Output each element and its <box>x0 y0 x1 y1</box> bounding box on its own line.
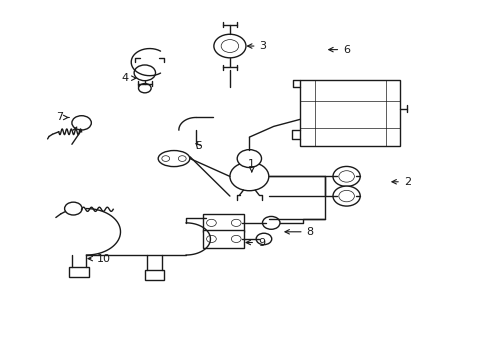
Text: 10: 10 <box>88 253 110 264</box>
Text: 9: 9 <box>245 238 264 248</box>
Circle shape <box>231 235 241 243</box>
Text: 5: 5 <box>194 141 202 151</box>
Circle shape <box>256 233 271 245</box>
Circle shape <box>206 235 216 243</box>
Circle shape <box>338 190 354 202</box>
Circle shape <box>64 202 82 215</box>
Text: 4: 4 <box>122 73 136 83</box>
FancyBboxPatch shape <box>300 80 399 146</box>
Circle shape <box>72 116 91 130</box>
Bar <box>69 267 89 277</box>
Circle shape <box>237 150 261 167</box>
Circle shape <box>213 34 245 58</box>
Text: 1: 1 <box>248 159 255 172</box>
Bar <box>144 270 164 280</box>
Ellipse shape <box>158 150 189 167</box>
Text: 3: 3 <box>247 41 266 51</box>
Text: 7: 7 <box>56 112 69 122</box>
Circle shape <box>178 156 186 161</box>
Circle shape <box>221 40 238 53</box>
Text: 2: 2 <box>391 177 410 187</box>
Text: 8: 8 <box>285 227 313 237</box>
Text: 6: 6 <box>328 45 349 55</box>
Circle shape <box>231 219 241 226</box>
Circle shape <box>332 186 360 206</box>
Circle shape <box>262 216 280 229</box>
Circle shape <box>338 171 354 182</box>
FancyBboxPatch shape <box>203 230 244 248</box>
Circle shape <box>138 84 151 93</box>
FancyBboxPatch shape <box>203 214 244 232</box>
Circle shape <box>134 65 155 81</box>
Circle shape <box>162 156 169 161</box>
Circle shape <box>332 166 360 186</box>
Circle shape <box>229 162 268 191</box>
Circle shape <box>206 219 216 226</box>
